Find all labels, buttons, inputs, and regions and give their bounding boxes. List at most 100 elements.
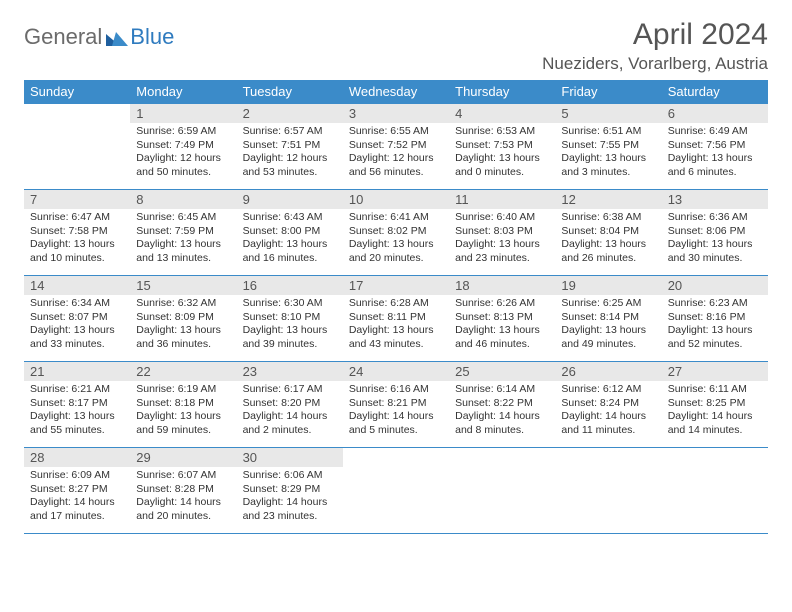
day-line-d1: Daylight: 13 hours [668, 152, 762, 166]
day-body: Sunrise: 6:19 AMSunset: 8:18 PMDaylight:… [130, 381, 236, 442]
day-line-ss: Sunset: 7:49 PM [136, 139, 230, 153]
calendar-table: SundayMondayTuesdayWednesdayThursdayFrid… [24, 80, 768, 534]
day-number: 20 [662, 276, 768, 295]
day-line-d2: and 14 minutes. [668, 424, 762, 438]
day-line-d2: and 5 minutes. [349, 424, 443, 438]
logo-mark-icon [106, 28, 128, 46]
day-line-ss: Sunset: 8:00 PM [243, 225, 337, 239]
day-line-sr: Sunrise: 6:34 AM [30, 297, 124, 311]
calendar-cell [24, 104, 130, 190]
day-line-ss: Sunset: 8:06 PM [668, 225, 762, 239]
calendar-cell: 8Sunrise: 6:45 AMSunset: 7:59 PMDaylight… [130, 190, 236, 276]
day-line-sr: Sunrise: 6:19 AM [136, 383, 230, 397]
day-line-d2: and 49 minutes. [561, 338, 655, 352]
calendar-cell: 4Sunrise: 6:53 AMSunset: 7:53 PMDaylight… [449, 104, 555, 190]
day-number: 10 [343, 190, 449, 209]
day-number: 22 [130, 362, 236, 381]
day-body: Sunrise: 6:14 AMSunset: 8:22 PMDaylight:… [449, 381, 555, 442]
calendar-cell: 14Sunrise: 6:34 AMSunset: 8:07 PMDayligh… [24, 276, 130, 362]
day-line-d1: Daylight: 13 hours [455, 324, 549, 338]
day-body: Sunrise: 6:06 AMSunset: 8:29 PMDaylight:… [237, 467, 343, 528]
day-body: Sunrise: 6:38 AMSunset: 8:04 PMDaylight:… [555, 209, 661, 270]
day-line-ss: Sunset: 7:55 PM [561, 139, 655, 153]
calendar-cell: 2Sunrise: 6:57 AMSunset: 7:51 PMDaylight… [237, 104, 343, 190]
day-body: Sunrise: 6:30 AMSunset: 8:10 PMDaylight:… [237, 295, 343, 356]
day-line-sr: Sunrise: 6:47 AM [30, 211, 124, 225]
day-line-sr: Sunrise: 6:30 AM [243, 297, 337, 311]
day-number: 25 [449, 362, 555, 381]
day-line-d2: and 20 minutes. [349, 252, 443, 266]
day-line-ss: Sunset: 8:04 PM [561, 225, 655, 239]
calendar-cell: 15Sunrise: 6:32 AMSunset: 8:09 PMDayligh… [130, 276, 236, 362]
day-body: Sunrise: 6:53 AMSunset: 7:53 PMDaylight:… [449, 123, 555, 184]
day-body: Sunrise: 6:16 AMSunset: 8:21 PMDaylight:… [343, 381, 449, 442]
day-line-sr: Sunrise: 6:06 AM [243, 469, 337, 483]
title-block: April 2024 Nueziders, Vorarlberg, Austri… [542, 18, 768, 74]
day-line-sr: Sunrise: 6:41 AM [349, 211, 443, 225]
day-header: Thursday [449, 80, 555, 104]
day-line-sr: Sunrise: 6:28 AM [349, 297, 443, 311]
day-line-d2: and 23 minutes. [243, 510, 337, 524]
calendar-cell: 30Sunrise: 6:06 AMSunset: 8:29 PMDayligh… [237, 448, 343, 534]
day-line-sr: Sunrise: 6:25 AM [561, 297, 655, 311]
day-line-d2: and 10 minutes. [30, 252, 124, 266]
day-line-ss: Sunset: 7:56 PM [668, 139, 762, 153]
day-line-ss: Sunset: 8:25 PM [668, 397, 762, 411]
day-line-d1: Daylight: 13 hours [30, 410, 124, 424]
calendar-cell [343, 448, 449, 534]
day-line-ss: Sunset: 8:29 PM [243, 483, 337, 497]
day-line-d2: and 30 minutes. [668, 252, 762, 266]
day-line-d1: Daylight: 13 hours [30, 324, 124, 338]
day-body: Sunrise: 6:17 AMSunset: 8:20 PMDaylight:… [237, 381, 343, 442]
day-line-d1: Daylight: 12 hours [136, 152, 230, 166]
day-line-ss: Sunset: 8:22 PM [455, 397, 549, 411]
day-line-sr: Sunrise: 6:14 AM [455, 383, 549, 397]
day-body: Sunrise: 6:32 AMSunset: 8:09 PMDaylight:… [130, 295, 236, 356]
day-line-d2: and 23 minutes. [455, 252, 549, 266]
day-line-ss: Sunset: 8:17 PM [30, 397, 124, 411]
day-header: Wednesday [343, 80, 449, 104]
day-line-d1: Daylight: 14 hours [30, 496, 124, 510]
location-label: Nueziders, Vorarlberg, Austria [542, 54, 768, 74]
day-line-sr: Sunrise: 6:51 AM [561, 125, 655, 139]
day-line-ss: Sunset: 8:03 PM [455, 225, 549, 239]
day-header: Sunday [24, 80, 130, 104]
day-line-d1: Daylight: 13 hours [668, 238, 762, 252]
day-line-ss: Sunset: 8:27 PM [30, 483, 124, 497]
day-body: Sunrise: 6:49 AMSunset: 7:56 PMDaylight:… [662, 123, 768, 184]
day-line-d2: and 2 minutes. [243, 424, 337, 438]
day-line-d2: and 56 minutes. [349, 166, 443, 180]
day-number: 1 [130, 104, 236, 123]
day-number: 24 [343, 362, 449, 381]
day-line-d2: and 26 minutes. [561, 252, 655, 266]
day-number: 3 [343, 104, 449, 123]
day-body: Sunrise: 6:26 AMSunset: 8:13 PMDaylight:… [449, 295, 555, 356]
day-number: 23 [237, 362, 343, 381]
day-line-d2: and 39 minutes. [243, 338, 337, 352]
calendar-header-row: SundayMondayTuesdayWednesdayThursdayFrid… [24, 80, 768, 104]
day-line-d1: Daylight: 14 hours [349, 410, 443, 424]
day-number: 15 [130, 276, 236, 295]
calendar-cell: 12Sunrise: 6:38 AMSunset: 8:04 PMDayligh… [555, 190, 661, 276]
calendar-cell: 16Sunrise: 6:30 AMSunset: 8:10 PMDayligh… [237, 276, 343, 362]
calendar-cell: 10Sunrise: 6:41 AMSunset: 8:02 PMDayligh… [343, 190, 449, 276]
day-body: Sunrise: 6:25 AMSunset: 8:14 PMDaylight:… [555, 295, 661, 356]
logo: General Blue [24, 24, 174, 50]
day-line-sr: Sunrise: 6:32 AM [136, 297, 230, 311]
day-line-d2: and 8 minutes. [455, 424, 549, 438]
calendar-week: 14Sunrise: 6:34 AMSunset: 8:07 PMDayligh… [24, 276, 768, 362]
day-body: Sunrise: 6:40 AMSunset: 8:03 PMDaylight:… [449, 209, 555, 270]
day-line-d2: and 17 minutes. [30, 510, 124, 524]
calendar-cell: 19Sunrise: 6:25 AMSunset: 8:14 PMDayligh… [555, 276, 661, 362]
calendar-cell: 5Sunrise: 6:51 AMSunset: 7:55 PMDaylight… [555, 104, 661, 190]
day-line-d1: Daylight: 13 hours [668, 324, 762, 338]
day-line-sr: Sunrise: 6:49 AM [668, 125, 762, 139]
day-body: Sunrise: 6:59 AMSunset: 7:49 PMDaylight:… [130, 123, 236, 184]
day-header: Tuesday [237, 80, 343, 104]
day-body: Sunrise: 6:47 AMSunset: 7:58 PMDaylight:… [24, 209, 130, 270]
day-body: Sunrise: 6:34 AMSunset: 8:07 PMDaylight:… [24, 295, 130, 356]
day-line-d1: Daylight: 12 hours [349, 152, 443, 166]
day-line-sr: Sunrise: 6:07 AM [136, 469, 230, 483]
day-number: 5 [555, 104, 661, 123]
calendar-cell: 17Sunrise: 6:28 AMSunset: 8:11 PMDayligh… [343, 276, 449, 362]
